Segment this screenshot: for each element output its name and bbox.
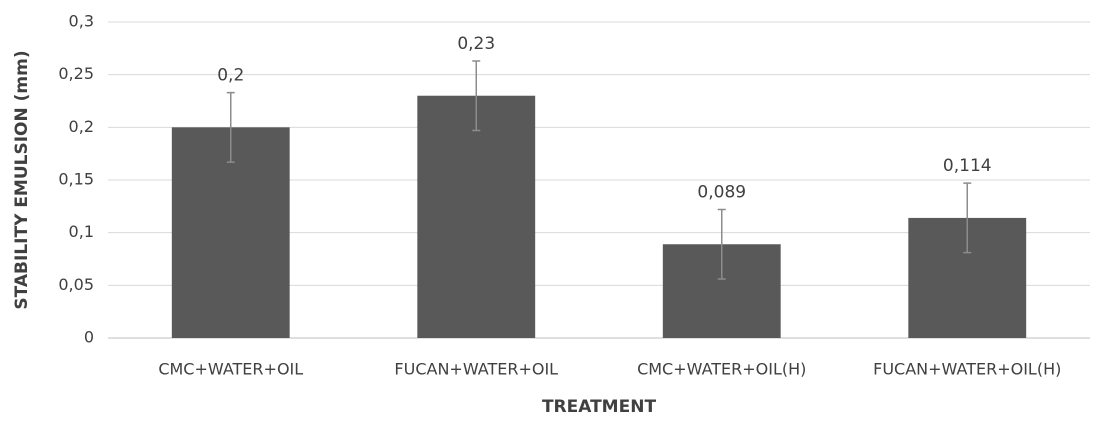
value-label: 0,089 xyxy=(697,182,746,202)
y-tick-label: 0,15 xyxy=(58,170,94,189)
y-tick-label: 0,3 xyxy=(69,12,94,31)
value-label: 0,23 xyxy=(457,34,495,54)
y-tick-label: 0,2 xyxy=(69,117,94,136)
error-bar xyxy=(963,182,972,254)
error-bar xyxy=(717,208,726,280)
x-tick-label: CMC+WATER+OIL xyxy=(158,360,303,379)
error-bar xyxy=(472,60,481,132)
bar xyxy=(417,95,536,338)
x-tick-label: FUCAN+WATER+OIL xyxy=(394,360,558,379)
y-tick-label: 0 xyxy=(84,328,94,347)
x-tick-label: FUCAN+WATER+OIL(H) xyxy=(873,360,1061,379)
value-label: 0,2 xyxy=(217,66,244,86)
x-axis-title: TREATMENT xyxy=(542,397,656,417)
y-axis-title: STABILITY EMULSION (mm) xyxy=(12,50,32,309)
y-tick-label: 0,1 xyxy=(69,222,94,241)
error-bar xyxy=(226,91,235,163)
value-label: 0,114 xyxy=(943,156,992,176)
x-tick-label: CMC+WATER+OIL(H) xyxy=(637,360,806,379)
y-tick-label: 0,05 xyxy=(58,275,94,294)
y-tick-label: 0,25 xyxy=(58,64,94,83)
